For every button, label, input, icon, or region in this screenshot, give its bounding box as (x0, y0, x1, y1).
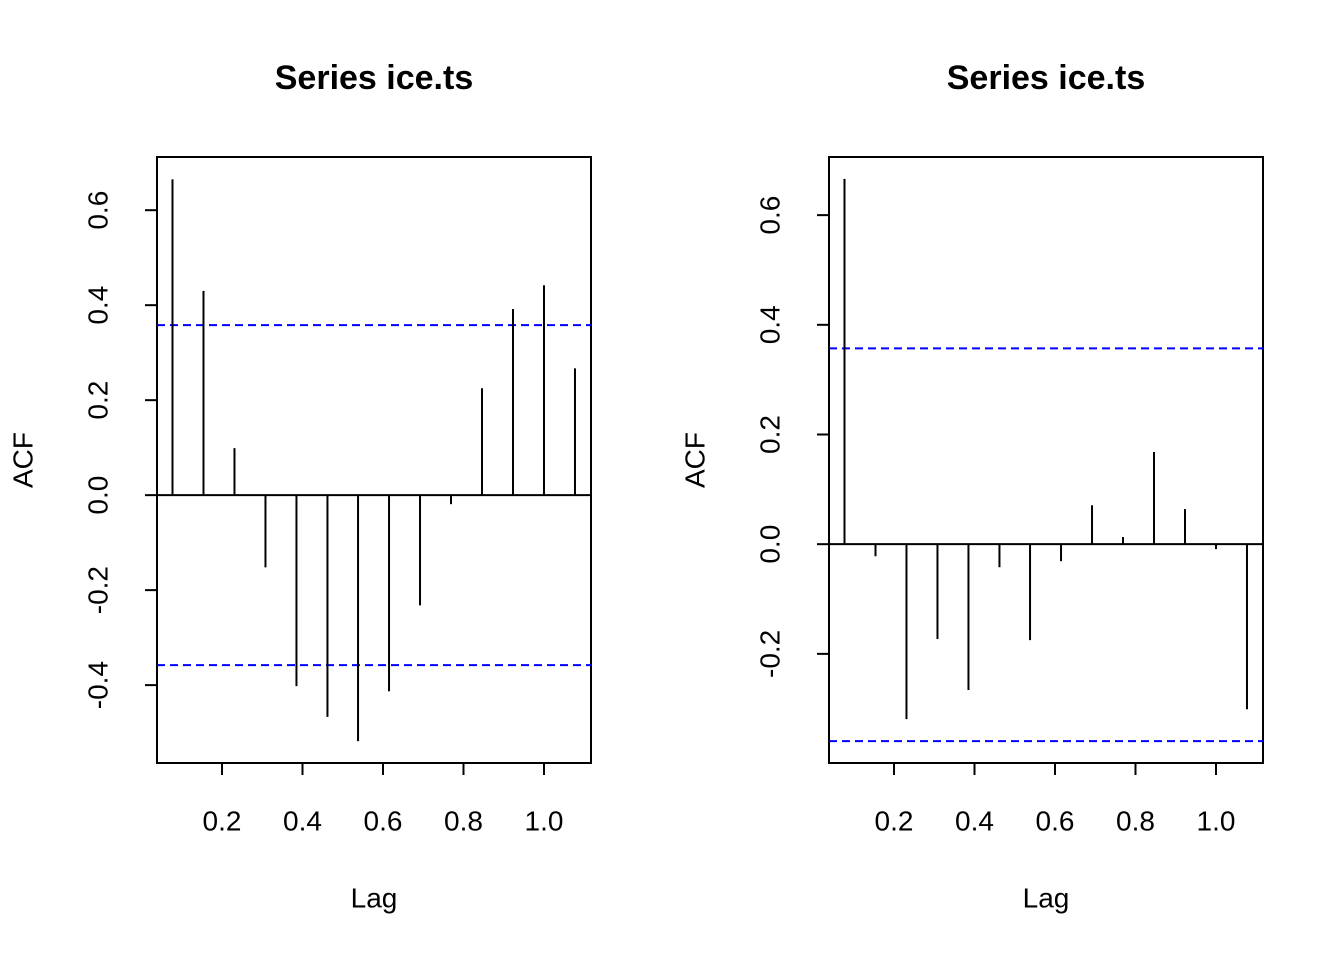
y-tick-label: -0.2 (82, 566, 113, 614)
x-tick-label: 0.2 (875, 805, 914, 836)
y-axis-label: ACF (7, 432, 38, 488)
y-tick-label: 0.4 (82, 286, 113, 325)
chart-title: Series ice.ts (275, 59, 473, 97)
y-tick-label: 0.2 (82, 381, 113, 420)
x-tick-label: 1.0 (525, 805, 564, 836)
x-axis-label: Lag (1023, 882, 1070, 913)
x-tick-label: 0.8 (1116, 805, 1155, 836)
x-tick-label: 0.6 (1036, 805, 1075, 836)
x-tick-label: 1.0 (1197, 805, 1236, 836)
y-axis-label: ACF (679, 432, 710, 488)
x-tick-label: 0.4 (955, 805, 994, 836)
plot-box (156, 156, 592, 764)
y-tick-label: 0.6 (754, 196, 785, 235)
y-tick-label: 0.6 (82, 191, 113, 230)
y-tick-label: 0.2 (754, 415, 785, 454)
y-tick-label: -0.4 (82, 661, 113, 709)
chart-title: Series ice.ts (947, 59, 1145, 97)
x-tick-label: 0.8 (444, 805, 483, 836)
x-tick-label: 0.2 (203, 805, 242, 836)
y-tick-label: 0.0 (754, 525, 785, 564)
x-tick-label: 0.4 (283, 805, 322, 836)
plot-box (828, 156, 1264, 764)
x-tick-label: 0.6 (364, 805, 403, 836)
y-tick-label: 0.4 (754, 305, 785, 344)
y-tick-label: 0.0 (82, 476, 113, 515)
x-axis-label: Lag (351, 882, 398, 913)
y-tick-label: -0.2 (754, 630, 785, 678)
